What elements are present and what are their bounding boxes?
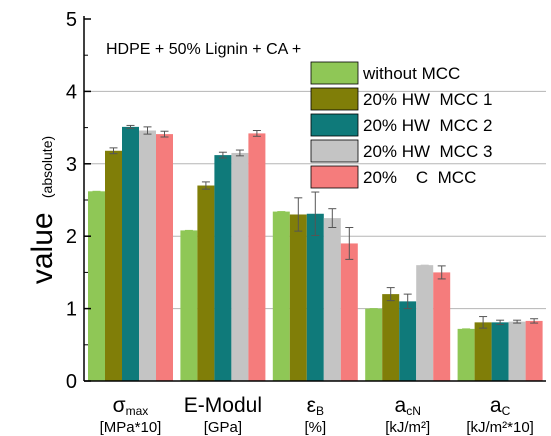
bar (197, 185, 215, 381)
legend-swatch (310, 165, 359, 189)
bar (474, 322, 492, 381)
bar (525, 320, 543, 381)
legend-label: without MCC (362, 64, 460, 83)
bar (306, 213, 324, 381)
category-base: E-Modul (184, 394, 262, 417)
y-axis-label-main: value (26, 212, 59, 284)
bar (433, 272, 451, 381)
category-subscript: C (502, 404, 511, 418)
category-base: σ (113, 394, 126, 417)
x-category-unit: [kJ/m²*10] (466, 419, 534, 436)
x-category-label: aC (490, 394, 511, 418)
bars (88, 124, 543, 381)
x-category-label: E-Modul (184, 394, 262, 417)
bar (323, 218, 341, 381)
legend-swatch (310, 87, 359, 111)
category-subscript: B (316, 404, 324, 418)
legend-label: 20% C MCC (363, 168, 476, 187)
bar (457, 328, 475, 381)
y-tick-label: 3 (66, 154, 77, 176)
legend-label: 20% HW MCC 3 (363, 142, 492, 161)
bar (214, 155, 232, 381)
bar (105, 150, 122, 381)
bar (88, 191, 105, 381)
bar (122, 126, 139, 381)
bar (289, 214, 307, 381)
bar (180, 230, 198, 381)
legend-label: 20% HW MCC 1 (363, 90, 492, 109)
x-category-label: σmax (113, 394, 149, 418)
bar (508, 321, 526, 381)
category-base: a (395, 394, 407, 417)
y-tick-label: 1 (66, 299, 77, 321)
x-category-unit: [MPa*10] (100, 419, 162, 436)
y-tick-label: 4 (66, 81, 77, 103)
category-base: ε (307, 394, 316, 417)
bar (365, 308, 383, 381)
axes: 0 1 2 3 4 5 (66, 9, 546, 393)
bar (139, 130, 156, 381)
legend-label: 20% HW MCC 2 (363, 116, 492, 135)
bar (399, 301, 417, 381)
y-axis-label: value (absolute) (26, 136, 59, 284)
bar (248, 133, 266, 381)
chart-annotation: HDPE + 50% Lignin + CA + (106, 41, 301, 58)
bar (156, 134, 173, 381)
x-category-label: εB (307, 394, 324, 418)
bar (382, 294, 400, 381)
category-subscript: max (126, 404, 149, 418)
legend-swatch (310, 61, 359, 85)
bar (340, 243, 358, 381)
y-tick-label: 5 (66, 9, 77, 31)
category-base: a (490, 394, 502, 417)
bar (231, 152, 249, 381)
category-subscript: cN (406, 404, 421, 418)
bar (416, 265, 434, 381)
bar (272, 211, 290, 381)
x-category-unit: [GPa] (204, 419, 242, 436)
bar (491, 322, 509, 381)
legend-swatch (310, 139, 359, 163)
legend: without MCC 20% HW MCC 1 20% HW MCC 2 20% H… (310, 61, 492, 189)
y-tick-label: 0 (66, 371, 77, 393)
x-category-unit: [%] (304, 419, 326, 436)
legend-swatch (310, 113, 359, 137)
y-axis-label-sub: (absolute) (39, 136, 55, 198)
y-tick-label: 2 (66, 226, 77, 248)
category-labels: σmax[MPa*10]E-Modul[GPa]εB[%]acN[kJ/m²]a… (100, 394, 534, 436)
x-category-unit: [kJ/m²] (385, 419, 430, 436)
x-category-label: acN (395, 394, 421, 418)
